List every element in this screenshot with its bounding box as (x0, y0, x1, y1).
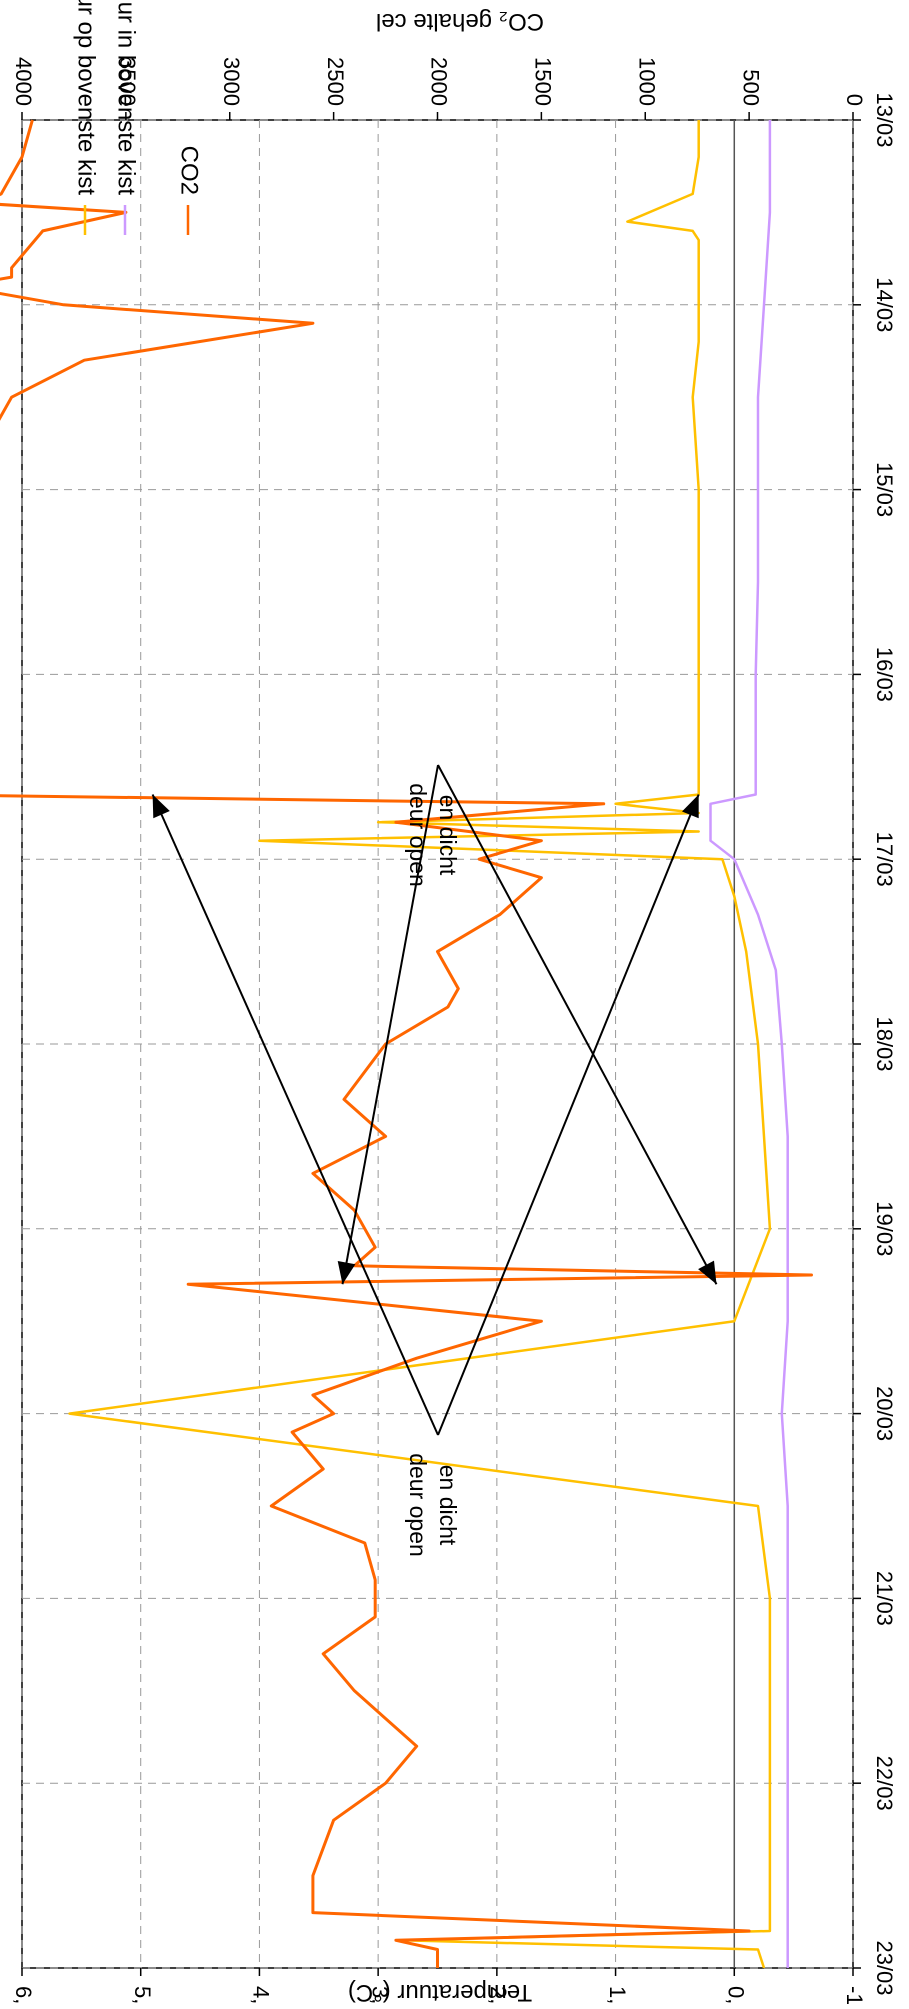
tick-label-temp: 4,0 (249, 1986, 274, 2004)
annotation-arrow-line (437, 764, 718, 1285)
series-line-2 (709, 120, 789, 1968)
tick-label-co2: 2000 (427, 57, 452, 106)
tick-label-date: 16/03 (872, 647, 897, 702)
annotation-label: deur open (405, 783, 431, 887)
annotation-arrow-line (437, 794, 700, 1436)
annotation-arrow-line (341, 764, 439, 1285)
tick-label-co2: 0 (842, 94, 867, 106)
tick-label-date: 15/03 (872, 462, 897, 517)
tick-label-co2: 4000 (11, 57, 36, 106)
tick-label-date: 19/03 (872, 1201, 897, 1256)
tick-label-temp: 1,0 (605, 1986, 630, 2004)
annotation-arrow-head (152, 794, 170, 819)
tick-label-date: 14/03 (872, 277, 897, 332)
tick-label-date: 17/03 (872, 832, 897, 887)
axis-title-temperature: Temperatuur (°C) (348, 1979, 532, 2004)
tick-label-co2: 1000 (634, 57, 659, 106)
tick-label-co2: 1500 (531, 57, 556, 106)
annotation-arrow-line (151, 794, 439, 1436)
tick-label-date: 18/03 (872, 1016, 897, 1071)
legend-label: Temperatuur op bovenste kist (73, 0, 100, 195)
series-line-1 (68, 120, 772, 1969)
tick-label-date: 21/03 (872, 1571, 897, 1626)
series-line-3 (0, 119, 813, 1968)
tick-label-date: 22/03 (872, 1756, 897, 1811)
tick-label-temp: 2,0 (486, 1986, 511, 2004)
tick-label-co2: 3500 (115, 57, 140, 106)
annotation-arrow-head (698, 1260, 717, 1285)
tick-label-temp: 3,0 (367, 1986, 392, 2004)
tick-label-co2: 500 (738, 69, 763, 106)
annotation-label: en dicht (435, 1465, 461, 1546)
annotation-arrow-head (682, 794, 699, 819)
annotation-arrow-head (337, 1261, 356, 1285)
annotation-label: deur open (405, 1453, 431, 1557)
tick-label-co2: 3000 (219, 57, 244, 106)
annotation-label-group: deur open en dicht (405, 783, 461, 887)
tick-label-date: 23/03 (872, 1940, 897, 1995)
annotation-label-group: deur open en dicht (405, 1453, 461, 1557)
tick-label-temp: 5,0 (130, 1986, 155, 2004)
legend-label: Temperatuur in bovenste kist (113, 0, 140, 195)
tick-label-co2: 2500 (323, 57, 348, 106)
tick-label-date: 20/03 (872, 1386, 897, 1441)
tick-label-temp: 6,0 (11, 1986, 36, 2004)
tick-label-date: 13/03 (872, 92, 897, 147)
tick-label-temp: 0,0 (723, 1986, 748, 2004)
axis-title-co2: CO₂ gehalte cel (376, 8, 544, 35)
annotation-label: en dicht (435, 795, 461, 876)
legend-label: CO2 (176, 146, 203, 195)
tick-label-temp: -1,0 (842, 1986, 867, 2004)
